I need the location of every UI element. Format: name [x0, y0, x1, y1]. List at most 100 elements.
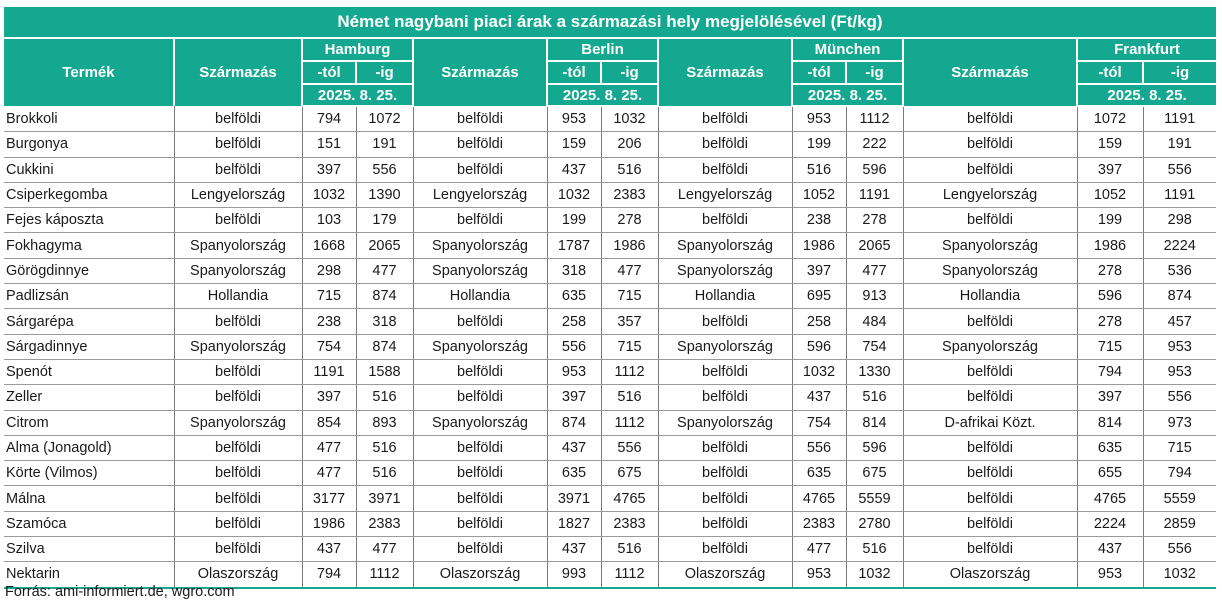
price-to-cell: 516	[355, 435, 413, 462]
price-from-cell: 1827	[546, 511, 601, 538]
origin-cell: Hollandia	[412, 283, 547, 310]
header-origin: Származás	[902, 38, 1077, 106]
price-to-cell: 973	[1142, 410, 1216, 436]
price-from-cell: 1032	[791, 359, 846, 386]
origin-cell: belföldi	[657, 207, 792, 234]
origin-cell: belföldi	[173, 157, 302, 183]
price-to-cell: 357	[600, 308, 658, 335]
price-to-cell: 715	[600, 334, 658, 360]
origin-cell: belföldi	[657, 106, 792, 133]
price-from-cell: 516	[791, 157, 846, 183]
origin-cell: belföldi	[657, 485, 792, 512]
product-cell: Szamóca	[4, 511, 174, 538]
price-to-cell: 2780	[845, 511, 903, 538]
origin-cell: Olaszország	[173, 561, 302, 589]
price-from-cell: 1191	[301, 359, 356, 386]
price-from-cell: 238	[791, 207, 846, 234]
table-row: Fejes káposzta belföldi 103 179 belföldi 199 2…	[4, 207, 1216, 234]
price-to-cell: 206	[600, 131, 658, 158]
price-to-cell: 1390	[355, 182, 413, 209]
header-to: -ig	[1142, 61, 1216, 85]
price-to-cell: 754	[845, 334, 903, 360]
origin-cell: belföldi	[902, 536, 1077, 563]
price-to-cell: 874	[1142, 283, 1216, 310]
table-row: Fokhagyma Spanyolország 1668 2065 Spanyolors…	[4, 232, 1216, 259]
origin-cell: Lengyelország	[173, 182, 302, 209]
price-from-cell: 437	[301, 536, 356, 563]
price-from-cell: 874	[546, 410, 601, 436]
product-cell: Csiperkegomba	[4, 182, 174, 209]
product-cell: Zeller	[4, 384, 174, 411]
origin-cell: Spanyolország	[412, 334, 547, 360]
header-origin: Származás	[412, 38, 547, 106]
price-to-cell: 2383	[355, 511, 413, 538]
origin-cell: Hollandia	[902, 283, 1077, 310]
origin-cell: belföldi	[173, 485, 302, 512]
price-from-cell: 437	[791, 384, 846, 411]
price-to-cell: 1032	[845, 561, 903, 589]
origin-cell: Spanyolország	[902, 334, 1077, 360]
price-to-cell: 675	[845, 460, 903, 487]
price-from-cell: 635	[1076, 435, 1143, 462]
price-from-cell: 655	[1076, 460, 1143, 487]
origin-cell: belföldi	[173, 308, 302, 335]
table-row: Sárgarépa belföldi 238 318 belföldi 258 357 bel…	[4, 308, 1216, 335]
price-to-cell: 1112	[845, 106, 903, 133]
product-cell: Szilva	[4, 536, 174, 563]
price-from-cell: 238	[301, 308, 356, 335]
price-to-cell: 3971	[355, 485, 413, 512]
price-to-cell: 516	[845, 536, 903, 563]
price-to-cell: 477	[355, 536, 413, 563]
origin-cell: belföldi	[657, 131, 792, 158]
price-to-cell: 913	[845, 283, 903, 310]
header-from: -tól	[791, 61, 846, 85]
origin-cell: belföldi	[412, 157, 547, 183]
table-row: Zeller belföldi 397 516 belföldi 397 516 belföl…	[4, 384, 1216, 411]
price-from-cell: 715	[1076, 334, 1143, 360]
origin-cell: Olaszország	[412, 561, 547, 589]
table-row: Görögdinnye Spanyolország 298 477 Spanyolors…	[4, 258, 1216, 285]
origin-cell: belföldi	[173, 384, 302, 411]
origin-cell: belföldi	[412, 511, 547, 538]
price-to-cell: 715	[600, 283, 658, 310]
price-from-cell: 1032	[546, 182, 601, 209]
origin-cell: belföldi	[412, 536, 547, 563]
origin-cell: Spanyolország	[412, 258, 547, 285]
origin-cell: belföldi	[173, 207, 302, 234]
price-to-cell: 794	[1142, 460, 1216, 487]
price-from-cell: 1986	[1076, 232, 1143, 259]
price-to-cell: 1191	[845, 182, 903, 209]
origin-cell: Spanyolország	[657, 410, 792, 436]
origin-cell: Spanyolország	[173, 334, 302, 360]
origin-cell: belföldi	[902, 308, 1077, 335]
price-to-cell: 1191	[1142, 182, 1216, 209]
price-from-cell: 695	[791, 283, 846, 310]
price-to-cell: 814	[845, 410, 903, 436]
origin-cell: belföldi	[657, 384, 792, 411]
price-from-cell: 199	[546, 207, 601, 234]
price-from-cell: 1668	[301, 232, 356, 259]
price-from-cell: 477	[301, 460, 356, 487]
origin-cell: belföldi	[657, 157, 792, 183]
price-to-cell: 516	[355, 460, 413, 487]
price-from-cell: 814	[1076, 410, 1143, 436]
product-cell: Sárgadinnye	[4, 334, 174, 360]
origin-cell: belföldi	[902, 511, 1077, 538]
price-to-cell: 5559	[845, 485, 903, 512]
price-from-cell: 1052	[1076, 182, 1143, 209]
price-to-cell: 1072	[355, 106, 413, 133]
origin-cell: belföldi	[902, 485, 1077, 512]
table-title: Német nagybani piaci árak a származási h…	[4, 7, 1216, 39]
price-to-cell: 298	[1142, 207, 1216, 234]
origin-cell: Hollandia	[657, 283, 792, 310]
price-to-cell: 536	[1142, 258, 1216, 285]
header-date: 2025. 8. 25.	[791, 84, 903, 107]
price-to-cell: 477	[355, 258, 413, 285]
price-from-cell: 754	[301, 334, 356, 360]
origin-cell: Olaszország	[657, 561, 792, 589]
price-to-cell: 179	[355, 207, 413, 234]
origin-cell: belföldi	[173, 511, 302, 538]
price-from-cell: 278	[1076, 258, 1143, 285]
price-to-cell: 278	[845, 207, 903, 234]
price-from-cell: 437	[1076, 536, 1143, 563]
